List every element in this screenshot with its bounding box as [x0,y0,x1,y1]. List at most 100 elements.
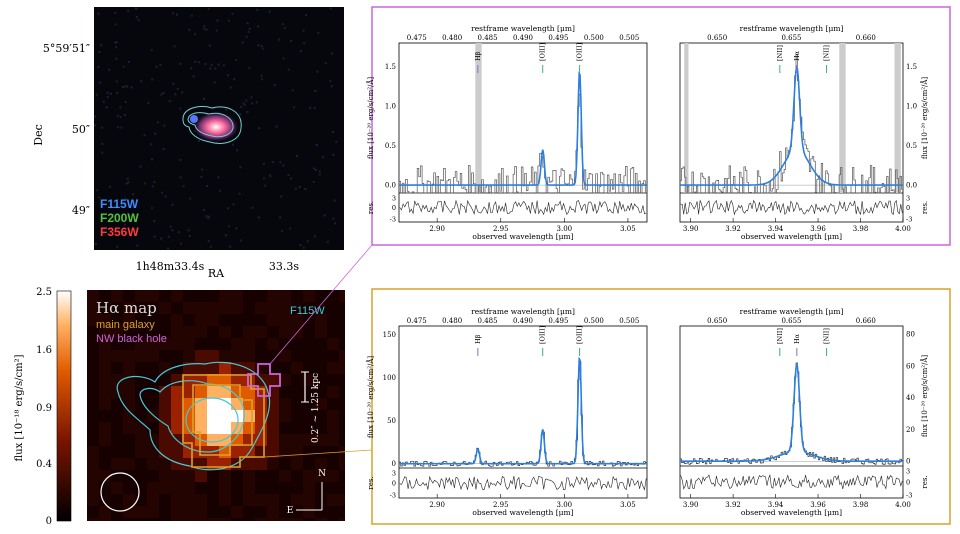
halpha-pixel [267,470,279,482]
noise-pixel [172,12,175,15]
top-tick-label: 0.485 [478,34,498,42]
line-label: [NII] [823,45,831,61]
ra-tick-2: 33.3s [269,260,299,273]
y-tick-label: 50 [387,417,396,425]
noise-pixel [94,242,97,245]
halpha-pixel [195,314,207,326]
noise-pixel [143,182,146,185]
compass-north-label: N [318,469,326,479]
halpha-pixel [159,482,171,494]
noise-pixel [245,35,248,38]
halpha-pixel [315,470,327,482]
halpha-pixel [315,302,327,314]
noise-pixel [162,91,165,94]
halpha-pixel [159,386,171,398]
noise-pixel [209,67,212,70]
top-tick-label: 0.650 [707,317,727,325]
noise-pixel [275,125,278,128]
x-tick-label: 4.00 [895,225,911,233]
halpha-pixel [111,434,123,446]
noise-pixel [132,193,135,196]
noise-pixel [127,10,130,13]
halpha-pixel [339,386,345,398]
x-tick-label: 4.00 [895,501,911,509]
noise-pixel [314,90,317,93]
noise-pixel [205,28,208,31]
halpha-pixel [255,326,267,338]
dec-tick-2: 50″ [72,123,90,136]
halpha-pixel [339,290,345,302]
noise-pixel [229,245,232,248]
noise-pixel [295,155,298,158]
halpha-pixel [339,302,345,314]
noise-pixel [269,174,272,177]
y-tick-label: 0.5 [906,142,917,150]
noise-pixel [119,116,122,119]
halpha-pixel [279,422,291,434]
noise-pixel [228,19,231,22]
noise-pixel [113,230,116,233]
noise-pixel [229,86,232,89]
residual-axis-label: res. [367,476,375,489]
halpha-pixel [267,302,279,314]
noise-pixel [231,143,234,146]
residual-line [399,199,647,216]
noise-pixel [126,177,129,180]
halpha-pixel [291,290,303,302]
y-tick-label: 1.0 [906,103,917,111]
halpha-pixel [327,350,339,362]
halpha-pixel [171,326,183,338]
line-label: [OIII] [539,43,547,61]
noise-pixel [224,234,227,237]
noise-pixel [331,130,334,133]
halpha-pixel [291,422,303,434]
halpha-pixel [303,302,315,314]
halpha-pixel [243,386,255,398]
halpha-pixel [195,302,207,314]
halpha-pixel [195,338,207,350]
halpha-pixel [255,470,267,482]
noise-pixel [168,235,171,238]
halpha-pixel [195,350,207,362]
noise-pixel [255,101,258,104]
noise-pixel [203,25,206,28]
halpha-pixel [147,482,159,494]
halpha-pixel [111,290,123,302]
noise-pixel [105,106,108,109]
noise-pixel [94,115,97,118]
halpha-pixel [111,446,123,458]
halpha-pixel [339,374,345,386]
noise-pixel [181,91,184,94]
halpha-pixel [315,386,327,398]
halpha-pixel [87,350,99,362]
noise-pixel [150,143,153,146]
halpha-pixel [255,338,267,350]
noise-pixel [293,106,296,109]
halpha-pixel [99,302,111,314]
noise-pixel [139,165,142,168]
noise-pixel [271,161,274,164]
noise-pixel [123,114,126,117]
halpha-pixel [183,482,195,494]
line-label: Hβ [474,51,482,61]
halpha-pixel [111,374,123,386]
halpha-pixel [207,338,219,350]
halpha-pixel [327,458,339,470]
halpha-pixel [135,518,147,521]
noise-pixel [248,27,251,30]
halpha-pixel [183,386,195,398]
halpha-pixel [243,494,255,506]
halpha-pixel [303,386,315,398]
halpha-pixel [219,302,231,314]
halpha-pixel [171,410,183,422]
halpha-pixel [279,338,291,350]
halpha-pixel [147,470,159,482]
filter-label-f356w: F356W [100,225,139,239]
halpha-pixel [99,326,111,338]
residual-tick-label: -3 [390,216,396,224]
halpha-pixel [339,506,345,518]
f115w-contour-outer [116,361,271,471]
noise-pixel [180,242,183,245]
y-tick-label: 0.0 [385,182,396,190]
noise-pixel [205,185,208,188]
